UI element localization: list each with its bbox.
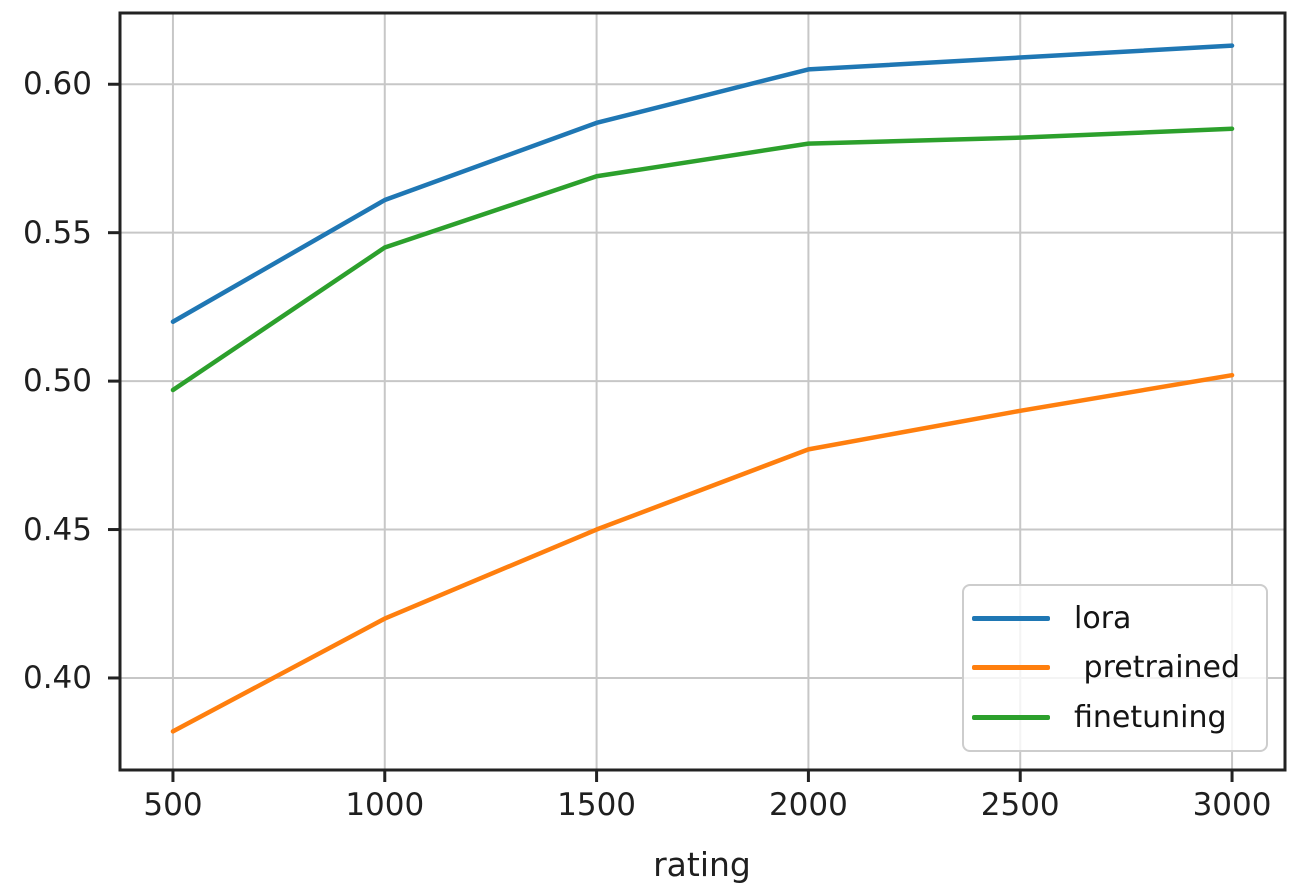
legend-label-pretrained: pretrained xyxy=(1074,650,1241,686)
legend-entry-lora: lora xyxy=(964,602,1266,635)
x-tick-3000: 3000 xyxy=(1192,787,1272,823)
legend: lora pretrained finetuning xyxy=(962,584,1268,752)
legend-entry-finetuning: finetuning xyxy=(964,701,1266,734)
x-tick-2500: 2500 xyxy=(980,787,1060,823)
legend-label-lora: lora xyxy=(1074,601,1132,637)
legend-entry-pretrained: pretrained xyxy=(964,651,1266,684)
y-tick-0.45: 0.45 xyxy=(22,511,92,548)
y-tick-0.50: 0.50 xyxy=(22,363,92,400)
x-tick-1500: 1500 xyxy=(557,787,637,823)
x-axis-label: rating xyxy=(653,845,751,884)
x-tick-1000: 1000 xyxy=(345,787,425,823)
x-tick-2000: 2000 xyxy=(768,787,848,823)
legend-line-sample-lora xyxy=(972,616,1050,622)
y-tick-0.60: 0.60 xyxy=(22,66,92,103)
legend-line-sample-finetuning xyxy=(972,714,1050,720)
legend-label-finetuning: finetuning xyxy=(1074,699,1227,735)
y-tick-0.55: 0.55 xyxy=(22,214,92,251)
legend-line-sample-pretrained xyxy=(972,665,1050,671)
x-tick-500: 500 xyxy=(143,787,203,823)
y-tick-0.40: 0.40 xyxy=(22,659,92,696)
